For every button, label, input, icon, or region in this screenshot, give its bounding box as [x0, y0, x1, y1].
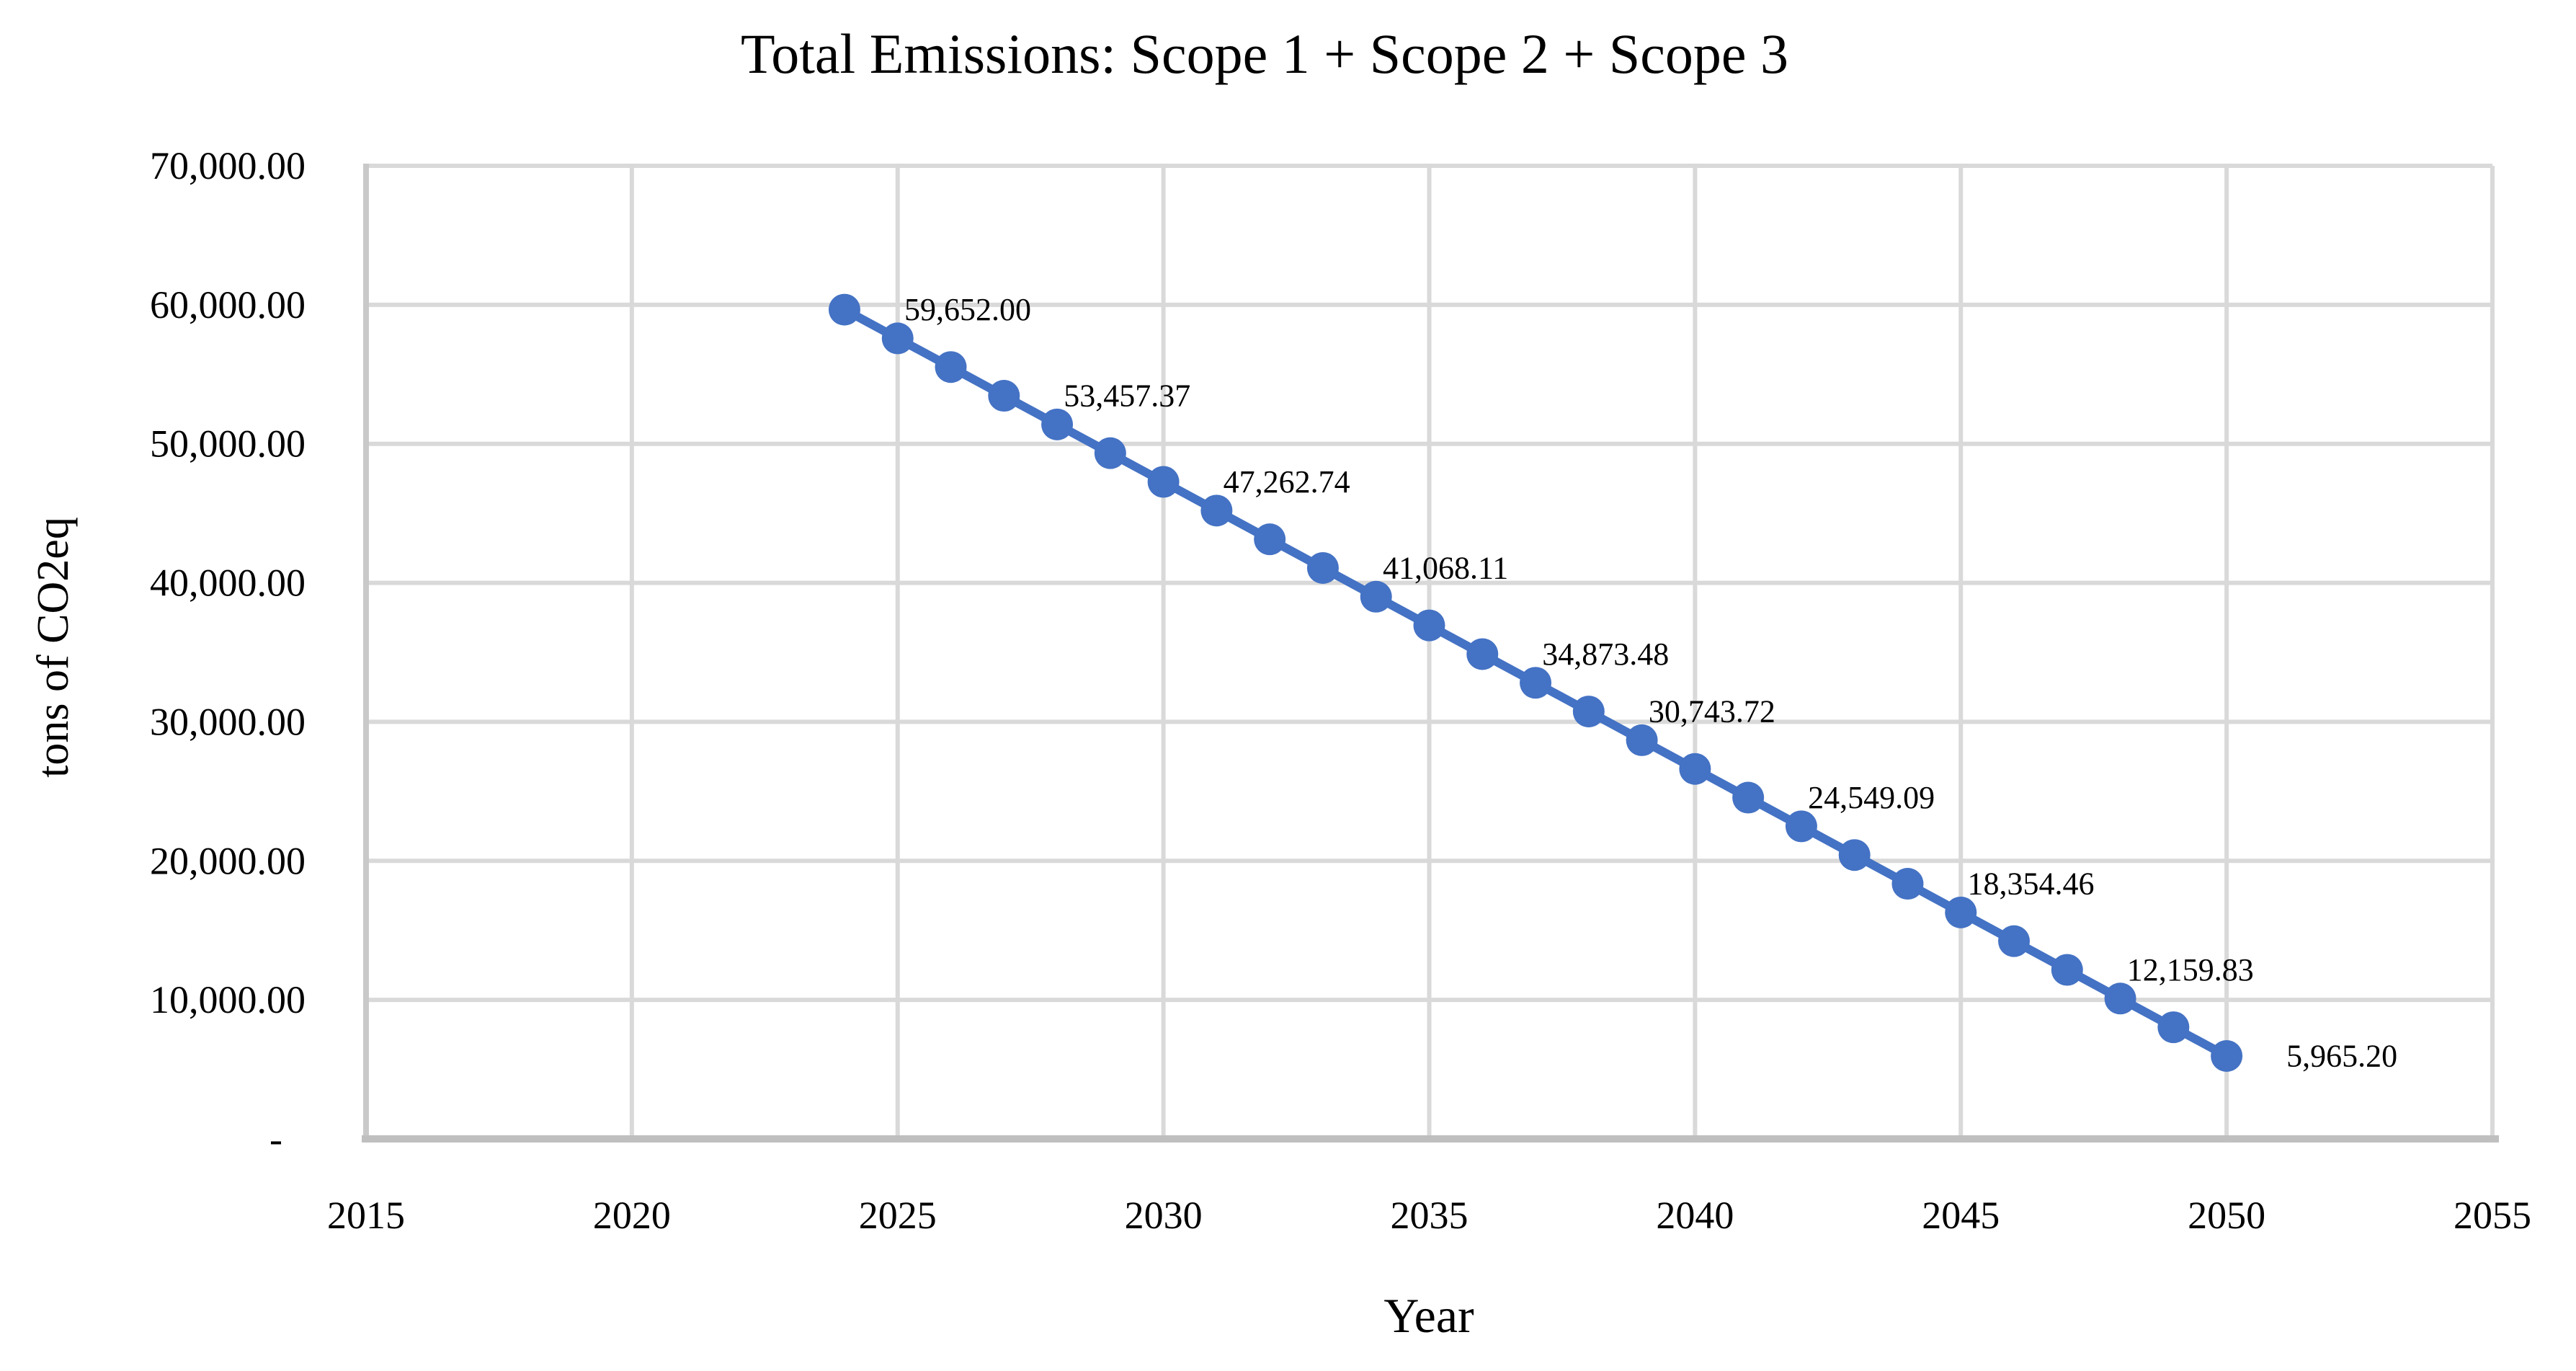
- data-point-marker: [1413, 609, 1445, 642]
- y-axis-title: tons of CO2eq: [29, 517, 78, 778]
- data-point-marker: [1732, 781, 1765, 814]
- x-tick-label: 2055: [2454, 1194, 2531, 1237]
- data-point-label: 59,652.00: [904, 292, 1031, 327]
- x-tick-label: 2040: [1656, 1194, 1734, 1237]
- data-point-label: 34,873.48: [1542, 636, 1669, 672]
- chart-title: Total Emissions: Scope 1 + Scope 2 + Sco…: [741, 22, 1788, 85]
- data-point-marker: [1945, 896, 1977, 928]
- x-tick-label: 2015: [327, 1194, 405, 1237]
- data-point-marker: [1891, 868, 1924, 900]
- data-point-label: 41,068.11: [1383, 550, 1508, 585]
- data-point-marker: [1254, 523, 1286, 556]
- data-point-marker: [1572, 696, 1605, 728]
- x-tick-label: 2025: [859, 1194, 937, 1237]
- data-point-label: 12,159.83: [2127, 952, 2254, 988]
- data-point-marker: [1679, 753, 1711, 785]
- x-tick-label: 2030: [1125, 1194, 1203, 1237]
- data-point-marker: [1200, 494, 1233, 527]
- data-point-label: 5,965.20: [2286, 1038, 2397, 1073]
- y-tick-label: 50,000.00: [150, 422, 306, 466]
- data-point-marker: [828, 293, 860, 326]
- data-point-marker: [1466, 638, 1499, 670]
- data-point-label: 53,457.37: [1064, 378, 1190, 414]
- data-point-marker: [1306, 551, 1339, 584]
- data-point-marker: [1998, 925, 2031, 957]
- y-tick-label: 40,000.00: [150, 562, 306, 605]
- data-point-label: 30,743.72: [1649, 694, 1775, 729]
- x-tick-label: 2045: [1922, 1194, 2000, 1237]
- x-axis-title: Year: [1383, 1288, 1474, 1343]
- y-tick-label: 70,000.00: [150, 144, 306, 187]
- data-point-marker: [1785, 810, 1817, 843]
- data-point-marker: [1626, 724, 1658, 756]
- x-tick-label: 2020: [593, 1194, 671, 1237]
- data-point-marker: [1360, 580, 1392, 613]
- data-point-marker: [988, 380, 1020, 412]
- data-point-marker: [1838, 839, 1871, 871]
- data-point-label: 24,549.09: [1808, 780, 1935, 815]
- y-tick-label: -: [269, 1117, 282, 1161]
- data-point-marker: [2104, 982, 2136, 1015]
- x-tick-label: 2035: [1391, 1194, 1469, 1237]
- y-tick-label: 30,000.00: [150, 700, 306, 743]
- y-tick-label: 10,000.00: [150, 978, 306, 1021]
- data-point-marker: [1520, 667, 1552, 699]
- data-point-marker: [2211, 1039, 2243, 1072]
- data-point-marker: [935, 351, 967, 383]
- data-point-marker: [881, 322, 914, 355]
- data-point-marker: [1041, 408, 1074, 440]
- data-point-label: 18,354.46: [1967, 866, 2094, 902]
- x-tick-label: 2050: [2188, 1194, 2265, 1237]
- data-point-label: 47,262.74: [1224, 464, 1350, 500]
- data-point-marker: [2157, 1011, 2190, 1044]
- data-point-marker: [1094, 437, 1126, 469]
- data-point-marker: [2051, 954, 2083, 986]
- data-point-marker: [1147, 466, 1180, 498]
- y-tick-label: 20,000.00: [150, 839, 306, 882]
- y-tick-label: 60,000.00: [150, 283, 306, 327]
